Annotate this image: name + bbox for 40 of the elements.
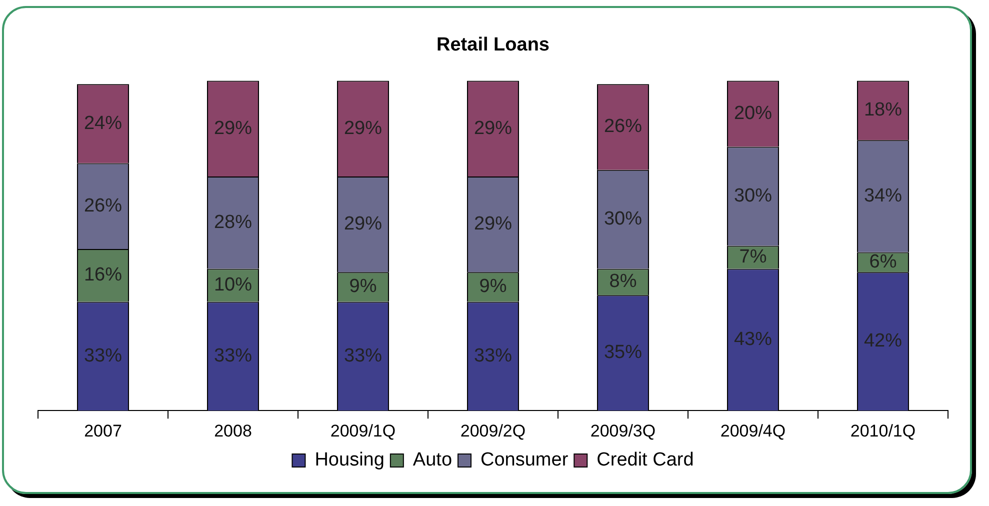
- chart-title: Retail Loans: [436, 34, 550, 56]
- data-label: 29%: [344, 213, 382, 234]
- data-label: 29%: [474, 213, 512, 234]
- data-label: 34%: [864, 185, 902, 206]
- data-label: 28%: [214, 212, 252, 233]
- x-tick-label: 2009/4Q: [720, 421, 786, 440]
- data-label: 30%: [604, 208, 642, 230]
- data-label: 8%: [609, 271, 637, 292]
- data-label: 33%: [474, 345, 512, 366]
- data-label: 29%: [344, 118, 382, 139]
- data-label: 29%: [214, 118, 252, 139]
- data-label: 6%: [869, 251, 897, 272]
- x-tick-label: 2008: [214, 421, 252, 440]
- data-label: 10%: [214, 274, 252, 296]
- x-tick-label: 2009/2Q: [460, 421, 526, 440]
- legend-label: Consumer: [480, 450, 569, 471]
- data-label: 33%: [84, 345, 122, 366]
- data-label: 9%: [479, 276, 507, 298]
- data-label: 24%: [84, 112, 122, 134]
- x-tick-label: 2009/1Q: [330, 421, 396, 440]
- x-tick-label: 2010/1Q: [850, 421, 916, 440]
- data-label: 26%: [604, 116, 642, 138]
- x-tick-label: 2007: [84, 421, 122, 440]
- data-label: 29%: [474, 118, 512, 139]
- data-label: 9%: [349, 276, 377, 298]
- data-label: 42%: [864, 330, 902, 352]
- data-label: 16%: [84, 264, 122, 286]
- data-label: 7%: [739, 246, 767, 268]
- data-label: 26%: [84, 195, 122, 216]
- data-label: 30%: [734, 185, 772, 206]
- data-label: 33%: [214, 345, 252, 366]
- legend-label: Housing: [314, 450, 384, 471]
- legend-label: Credit Card: [596, 450, 694, 471]
- data-label: 43%: [734, 328, 772, 350]
- data-label: 33%: [344, 345, 382, 366]
- data-label: 18%: [864, 100, 902, 121]
- x-tick-label: 2009/3Q: [590, 421, 656, 440]
- legend-label: Auto: [412, 450, 452, 471]
- data-label: 20%: [734, 103, 772, 124]
- data-label: 35%: [604, 342, 642, 364]
